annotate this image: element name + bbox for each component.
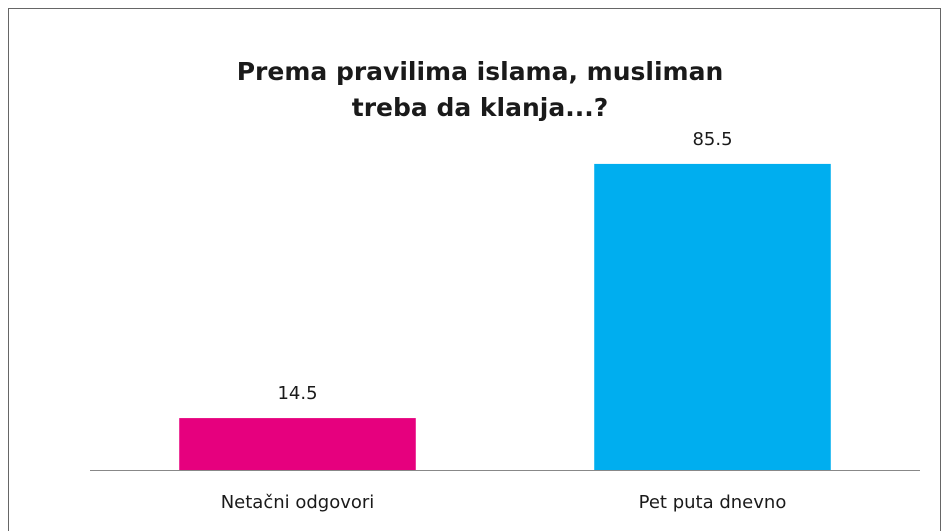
chart-title: Prema pravilima islama, musliman [237,57,724,86]
value-label: 14.5 [277,383,317,404]
bar [179,418,416,470]
x-tick-label: Netačni odgovori [221,492,375,513]
bar [594,163,831,470]
frame [8,8,941,531]
value-label: 85.5 [692,129,732,150]
x-tick-label: Pet puta dnevno [639,492,787,513]
chart-title: treba da klanja...? [352,93,608,122]
